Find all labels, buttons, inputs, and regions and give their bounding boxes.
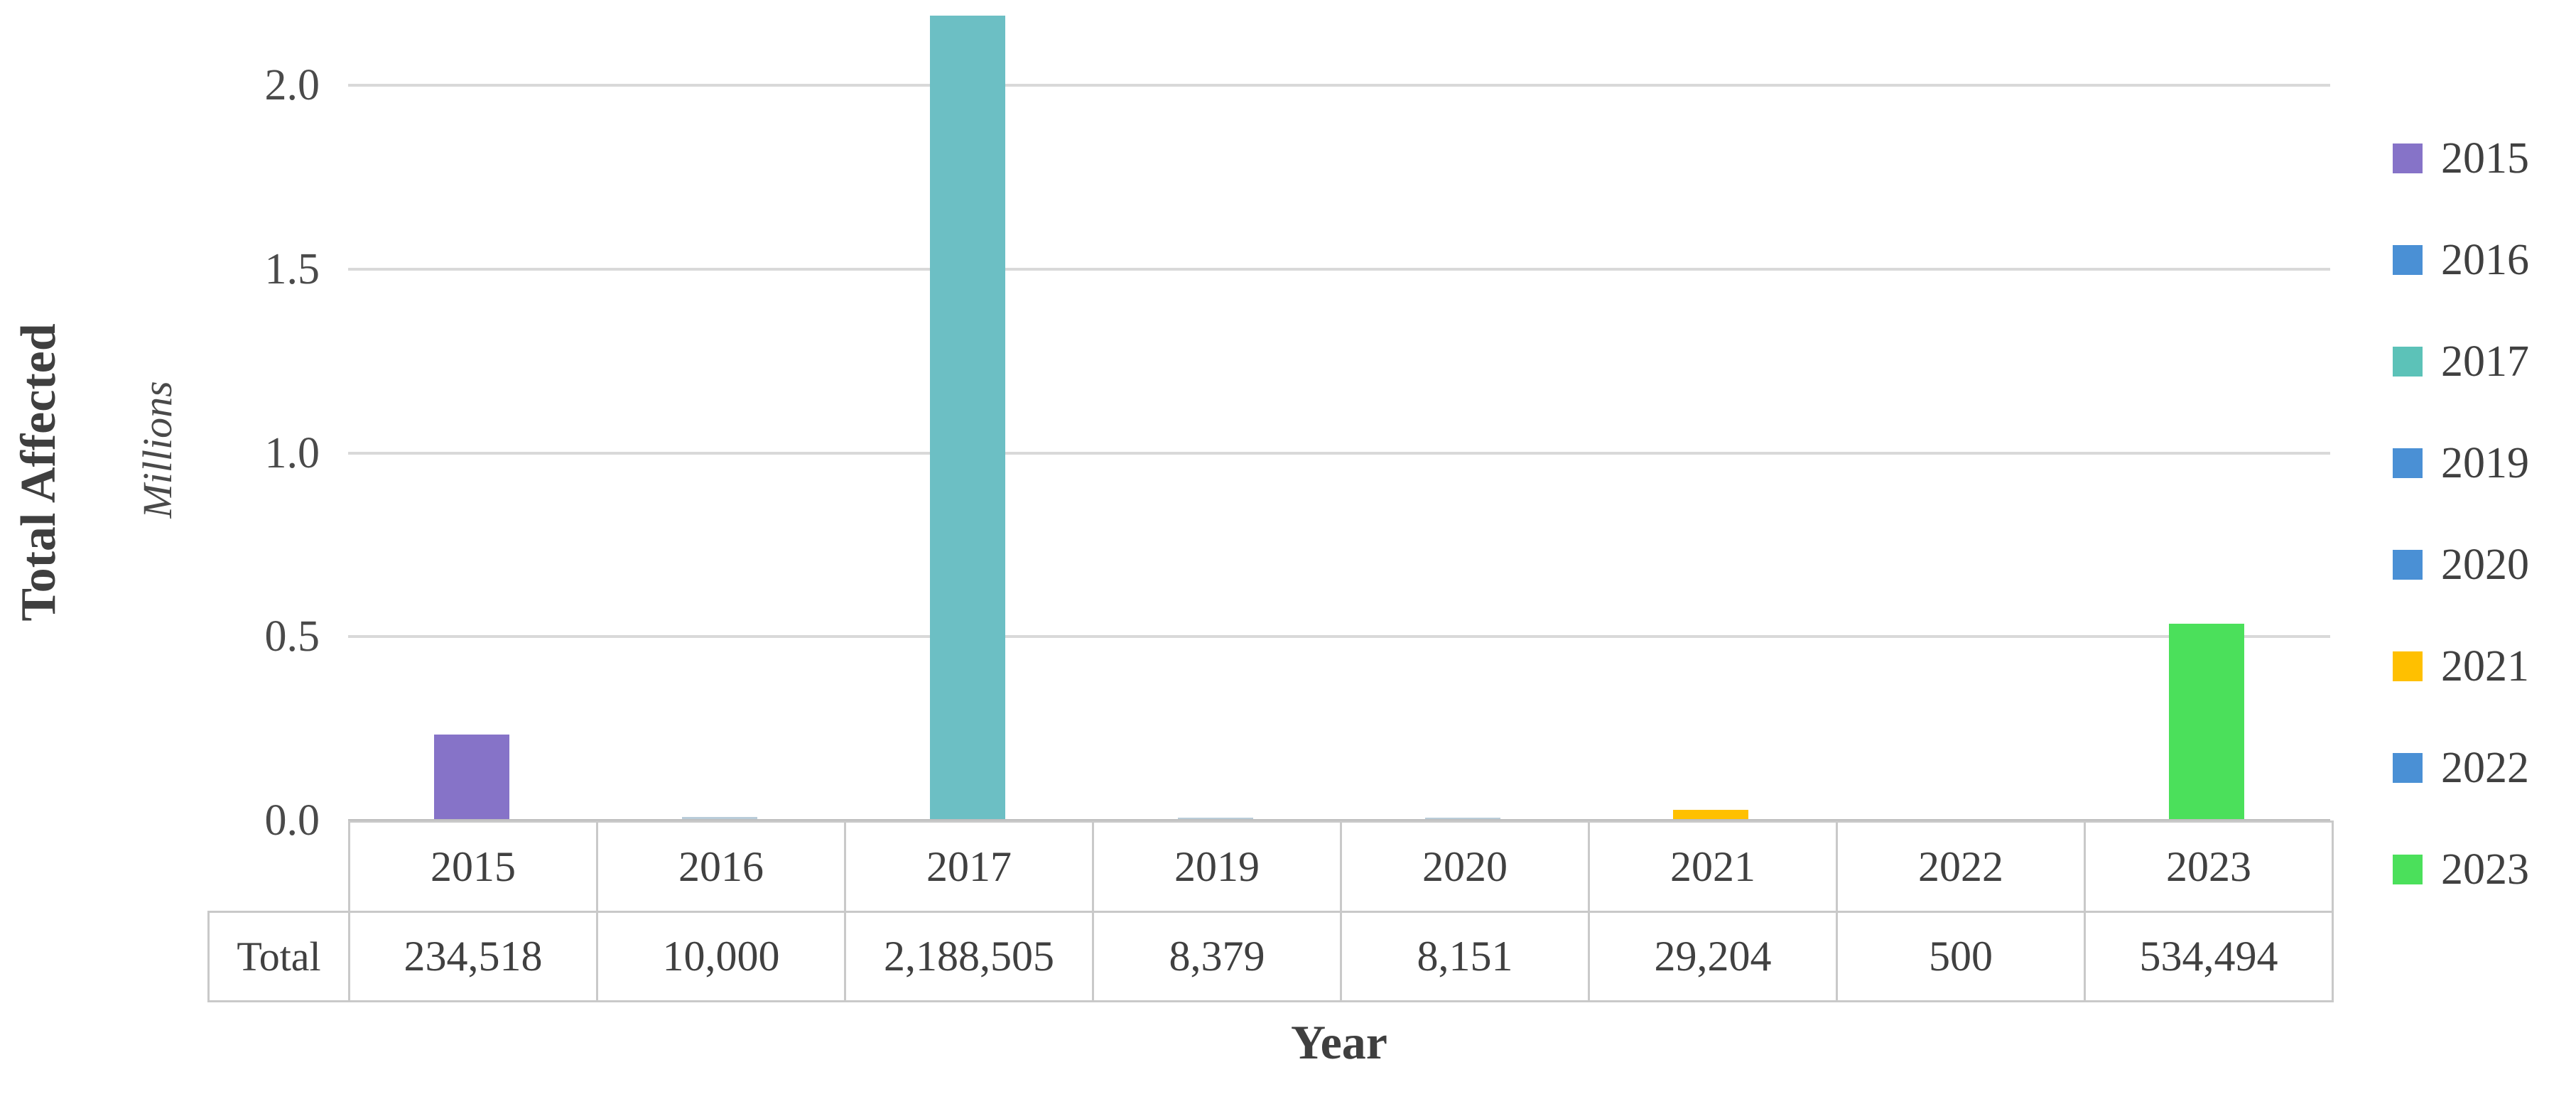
y-tick-label: 1.0 (264, 429, 320, 477)
legend-swatch-icon (2393, 347, 2423, 377)
bar-2015 (434, 734, 510, 820)
table-value-cell: 534,494 (2084, 911, 2334, 1002)
y-tick-label: 2.0 (264, 61, 320, 109)
legend-item-2019: 2019 (2393, 441, 2529, 485)
x-axis-line (348, 819, 2330, 822)
legend-item-2016: 2016 (2393, 238, 2529, 282)
x-axis-title: Year (1291, 1015, 1387, 1069)
gridline (348, 451, 2330, 455)
table-value-cell: 234,518 (348, 911, 598, 1002)
legend-swatch-icon (2393, 651, 2423, 681)
legend-label: 2016 (2441, 236, 2529, 284)
legend-swatch-icon (2393, 448, 2423, 478)
gridline (348, 84, 2330, 87)
legend-item-2022: 2022 (2393, 746, 2529, 790)
legend-swatch-icon (2393, 753, 2423, 783)
table-total-row: Total 234,518 10,000 2,188,505 8,379 8,1… (207, 911, 2334, 1002)
legend-item-2017: 2017 (2393, 340, 2529, 384)
legend-label: 2020 (2441, 541, 2529, 589)
table-value-cell: 10,000 (596, 911, 846, 1002)
table-value-cell: 2,188,505 (844, 911, 1094, 1002)
legend-label: 2021 (2441, 642, 2529, 690)
bar-2017 (929, 16, 1005, 820)
legend-swatch-icon (2393, 245, 2423, 275)
legend-swatch-icon (2393, 143, 2423, 173)
table-header-cell: 2020 (1340, 820, 1590, 913)
y-tick-label: 0.5 (264, 612, 320, 661)
legend: 2015 2016 2017 2019 2020 2021 2022 2023 (2393, 136, 2529, 892)
y-axis-title: Total Affected (11, 323, 66, 622)
bar-2023 (2168, 624, 2244, 820)
legend-item-2023: 2023 (2393, 847, 2529, 892)
legend-item-2020: 2020 (2393, 543, 2529, 587)
table-value-cell: 500 (1836, 911, 2086, 1002)
table-value-cell: 29,204 (1588, 911, 1838, 1002)
legend-item-2015: 2015 (2393, 136, 2529, 180)
table-header-cell: 2022 (1836, 820, 2086, 913)
y-tick-label: 0.0 (264, 796, 320, 845)
gridline (348, 267, 2330, 271)
legend-label: 2017 (2441, 337, 2529, 386)
table-row-label: Total (207, 911, 350, 1002)
table-header-cell: 2017 (844, 820, 1094, 913)
table-header-cell: 2023 (2084, 820, 2334, 913)
legend-swatch-icon (2393, 550, 2423, 580)
table-header-cell: 2015 (348, 820, 598, 913)
legend-swatch-icon (2393, 855, 2423, 884)
table-value-cell: 8,379 (1092, 911, 1342, 1002)
table-value-cell: 8,151 (1340, 911, 1590, 1002)
gridline (348, 635, 2330, 639)
table-header-cell: 2016 (596, 820, 846, 913)
table-header-cell: 2019 (1092, 820, 1342, 913)
y-tick-label: 1.5 (264, 245, 320, 293)
plot-area (348, 16, 2330, 822)
legend-label: 2022 (2441, 744, 2529, 792)
legend-label: 2015 (2441, 134, 2529, 183)
y-axis-units-label: Millions (134, 381, 180, 519)
table-header-row: 2015 2016 2017 2019 2020 2021 2022 2023 (209, 820, 2334, 913)
table-header-cell: 2021 (1588, 820, 1838, 913)
legend-label: 2019 (2441, 439, 2529, 487)
table-corner-cell (209, 822, 350, 912)
legend-item-2021: 2021 (2393, 644, 2529, 688)
chart-data-table: 2015 2016 2017 2019 2020 2021 2022 2023 … (207, 820, 2334, 1002)
legend-label: 2023 (2441, 845, 2529, 894)
